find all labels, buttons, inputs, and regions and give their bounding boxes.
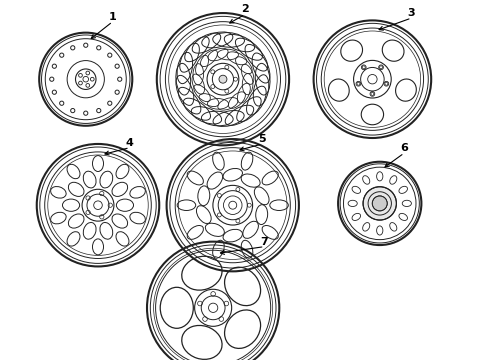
Circle shape — [372, 196, 387, 211]
Circle shape — [219, 75, 227, 83]
Circle shape — [363, 187, 396, 220]
Text: 7: 7 — [261, 237, 269, 247]
Text: 2: 2 — [241, 4, 249, 14]
Text: 3: 3 — [408, 8, 416, 18]
Text: 6: 6 — [400, 143, 408, 153]
Text: 5: 5 — [258, 134, 266, 144]
Text: 1: 1 — [109, 12, 117, 22]
Text: 4: 4 — [126, 138, 134, 148]
